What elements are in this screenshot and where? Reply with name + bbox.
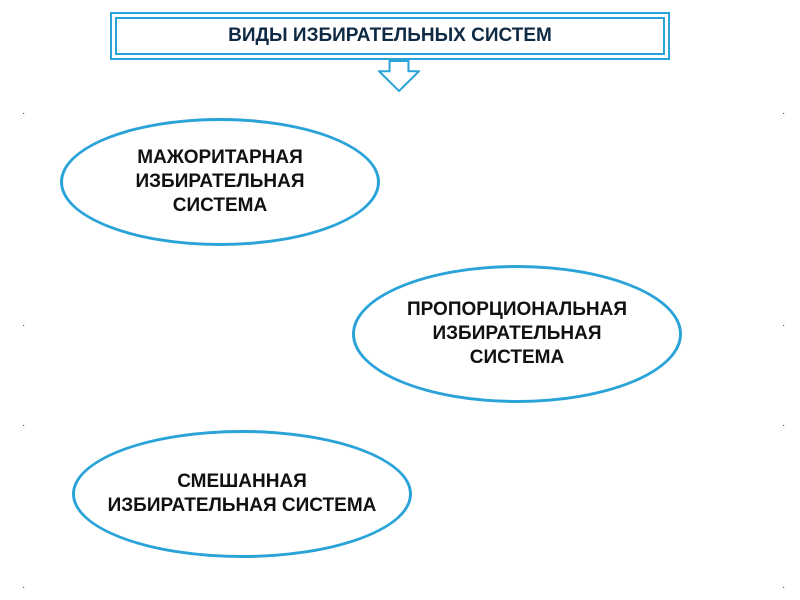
guide-dot: · bbox=[22, 320, 25, 331]
guide-dot: · bbox=[22, 420, 25, 431]
node-n1: МАЖОРИТАРНАЯ ИЗБИРАТЕЛЬНАЯ СИСТЕМА bbox=[60, 118, 380, 246]
guide-dot: · bbox=[782, 420, 785, 431]
title-box: ВИДЫ ИЗБИРАТЕЛЬНЫХ СИСТЕМ bbox=[110, 12, 670, 60]
diagram-canvas: ВИДЫ ИЗБИРАТЕЛЬНЫХ СИСТЕМ МАЖОРИТАРНАЯ И… bbox=[0, 0, 800, 600]
title-text: ВИДЫ ИЗБИРАТЕЛЬНЫХ СИСТЕМ bbox=[228, 25, 552, 47]
guide-dot: · bbox=[782, 320, 785, 331]
title-box-inner: ВИДЫ ИЗБИРАТЕЛЬНЫХ СИСТЕМ bbox=[115, 17, 665, 55]
node-n3: СМЕШАННАЯ ИЗБИРАТЕЛЬНАЯ СИСТЕМА bbox=[72, 430, 412, 558]
down-arrow-icon bbox=[378, 60, 420, 92]
node-n2: ПРОПОРЦИОНАЛЬНАЯ ИЗБИРАТЕЛЬНАЯ СИСТЕМА bbox=[352, 265, 682, 403]
guide-dot: · bbox=[782, 582, 785, 593]
node-label: ПРОПОРЦИОНАЛЬНАЯ ИЗБИРАТЕЛЬНАЯ СИСТЕМА bbox=[383, 298, 651, 369]
guide-dot: · bbox=[22, 108, 25, 119]
guide-dot: · bbox=[782, 108, 785, 119]
node-label: СМЕШАННАЯ ИЗБИРАТЕЛЬНАЯ СИСТЕМА bbox=[103, 470, 381, 518]
guide-dot: · bbox=[22, 582, 25, 593]
node-label: МАЖОРИТАРНАЯ ИЗБИРАТЕЛЬНАЯ СИСТЕМА bbox=[91, 146, 349, 217]
